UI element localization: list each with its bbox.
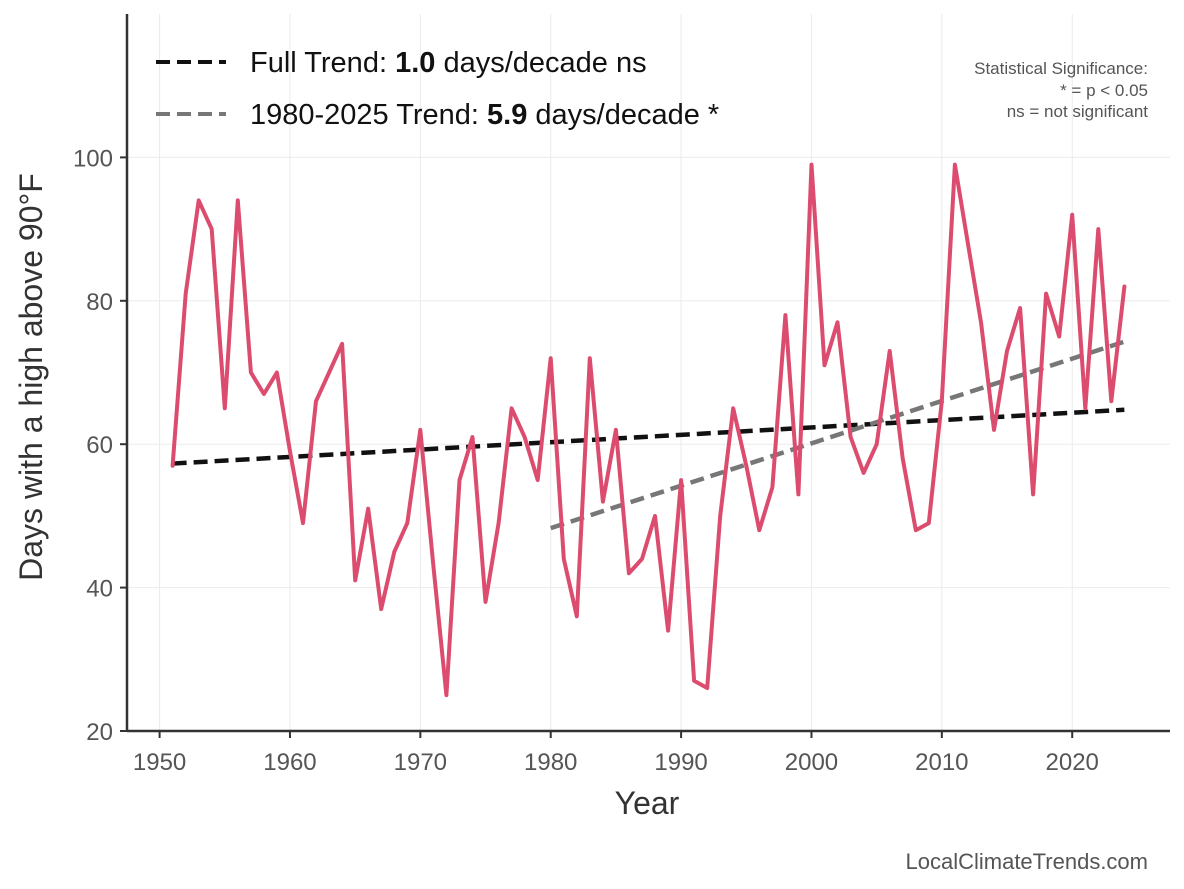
- site-credit: LocalClimateTrends.com: [906, 849, 1149, 874]
- x-tick-label-1980: 1980: [524, 749, 577, 776]
- trend-line-full: [172, 407, 1125, 466]
- y-tick-label-20: 20: [86, 719, 113, 746]
- x-tick-label-1970: 1970: [394, 749, 447, 776]
- x-tick-label-1960: 1960: [263, 749, 316, 776]
- y-tick-label-100: 100: [73, 145, 113, 172]
- x-tick-label-2000: 2000: [785, 749, 838, 776]
- significance-line-2: ns = not significant: [1007, 102, 1149, 121]
- trend-lines: [172, 339, 1126, 531]
- y-tick-label-40: 40: [86, 576, 113, 603]
- y-ticks: 20 40 60 80 100: [73, 145, 127, 746]
- x-ticks: 1950 1960 1970 1980 1990 2000 2010 2020: [133, 731, 1099, 776]
- legend: Full Trend: 1.0 days/decade ns 1980-2025…: [156, 47, 719, 131]
- x-tick-label-1950: 1950: [133, 749, 186, 776]
- significance-line-1: * = p < 0.05: [1060, 81, 1148, 100]
- y-tick-label-80: 80: [86, 289, 113, 316]
- data-series: [170, 162, 1127, 698]
- y-tick-label-60: 60: [86, 432, 113, 459]
- legend-label-full-trend: Full Trend: 1.0 days/decade ns: [250, 47, 647, 79]
- x-axis-title: Year: [615, 785, 680, 821]
- legend-label-recent-trend: 1980-2025 Trend: 5.9 days/decade *: [250, 99, 719, 131]
- series-line-0: [170, 162, 1127, 698]
- trend-line-1980-2025: [550, 339, 1126, 531]
- x-tick-label-2020: 2020: [1046, 749, 1099, 776]
- x-tick-label-1990: 1990: [654, 749, 707, 776]
- axes: [125, 14, 1170, 733]
- significance-title: Statistical Significance:: [974, 59, 1148, 78]
- significance-note: Statistical Significance: * = p < 0.05 n…: [974, 59, 1148, 121]
- x-tick-label-2010: 2010: [915, 749, 968, 776]
- y-axis-title: Days with a high above 90°F: [13, 173, 49, 581]
